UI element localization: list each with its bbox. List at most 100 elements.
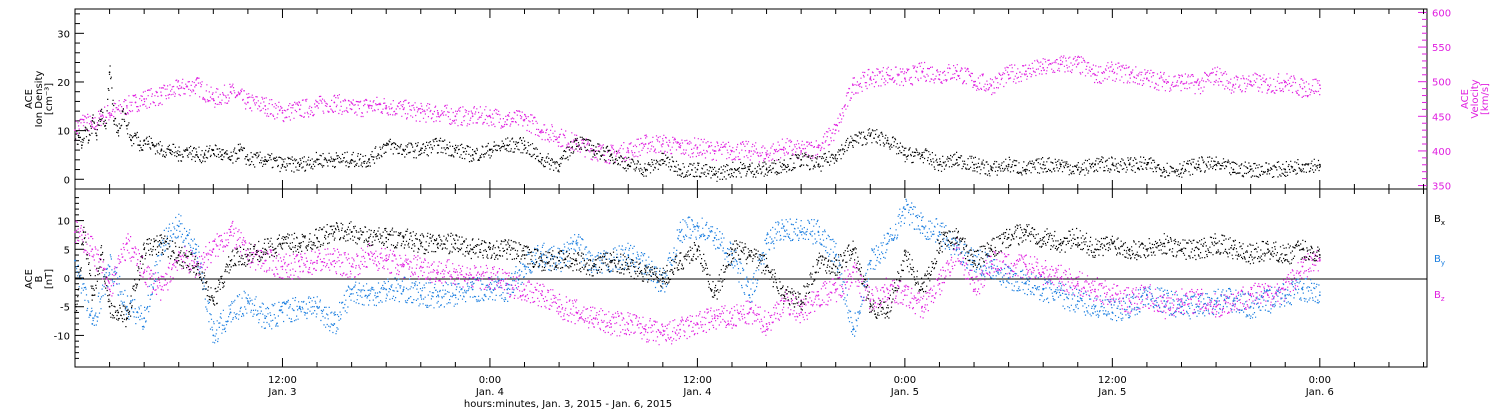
data-point [592,149,595,151]
data-point [921,288,924,291]
data-point [281,242,284,245]
data-point [385,144,388,147]
data-point [627,163,630,166]
data-point [212,98,215,100]
x-tick-time-label: 12:00 [268,375,297,386]
data-point [955,158,958,161]
data-point [575,242,578,245]
data-point [91,248,94,251]
data-point [471,248,474,251]
legend-by: By [1434,254,1445,267]
data-point [221,154,223,156]
data-point [903,294,906,297]
data-point [229,311,232,314]
data-point [1042,236,1045,239]
data-point [177,254,180,256]
data-point [782,294,785,297]
data-point [1215,300,1217,302]
data-point [1197,248,1200,251]
data-point [1232,84,1235,87]
data-point [1128,300,1131,302]
data-point [540,129,543,132]
bottom-left-label-line3: [nT] [44,269,55,289]
top-right-tick-label: 500 [1432,78,1451,89]
data-point [316,259,318,262]
data-point [1318,294,1321,297]
x-tick-date-label: Jan. 4 [475,387,504,398]
data-point [100,254,102,256]
data-point [1111,294,1114,297]
data-point [1180,80,1183,83]
data-point [1024,265,1027,268]
data-point [298,108,301,111]
data-point [696,225,699,228]
data-point [1301,248,1304,251]
data-point [130,139,133,142]
data-point [1318,84,1321,87]
data-point [177,225,180,228]
data-point [1111,242,1114,245]
data-point [350,231,353,233]
data-point [506,288,509,291]
data-point [82,231,85,233]
data-point [903,77,906,80]
data-point [852,248,854,251]
data-point [81,144,83,147]
data-point [368,158,370,161]
data-point [419,294,422,297]
top-right-label-line2: Velocity [1470,79,1481,118]
data-point [160,94,163,97]
top-left-label-line1: ACE [24,89,35,109]
data-point [1215,242,1217,245]
data-point [696,248,699,251]
data-point [713,150,716,152]
data-point [627,265,630,268]
data-point [592,317,595,320]
data-point [1059,63,1062,66]
data-point [990,168,993,171]
data-point [212,149,215,151]
data-point [973,80,975,83]
data-point [955,236,958,239]
bottom-left-tick-label: 5 [64,245,70,256]
data-point [333,259,336,262]
data-point [368,294,370,297]
data-point [160,288,163,291]
data-point [748,311,751,314]
top-left-tick-label: 20 [57,78,70,89]
data-point [74,129,76,132]
data-point [1180,248,1183,251]
data-point [1128,163,1131,166]
top-left-tick-label: 30 [57,29,70,40]
data-point [627,254,630,256]
data-point [1318,259,1321,262]
data-point [1094,73,1096,76]
data-point [1215,163,1217,166]
data-point [77,134,80,137]
x-tick-date-label: Jan. 4 [682,387,711,398]
data-point [229,91,232,93]
data-point [113,119,115,122]
data-point [990,84,993,87]
data-point [1284,80,1287,83]
series-dots [75,220,1321,346]
data-point [1059,163,1062,166]
data-point [921,305,924,308]
data-point [350,288,353,291]
data-point [748,294,751,297]
data-point [281,311,284,314]
data-point [108,305,111,308]
data-point [1094,248,1096,251]
data-point [160,242,163,245]
data-point [350,265,353,268]
data-point [100,115,102,118]
data-point [644,143,647,145]
data-point [1076,236,1079,239]
data-point [454,294,457,297]
data-point [903,254,906,256]
data-point [782,225,785,228]
data-point [1267,248,1269,251]
data-point [1076,300,1079,302]
data-point [973,288,975,291]
